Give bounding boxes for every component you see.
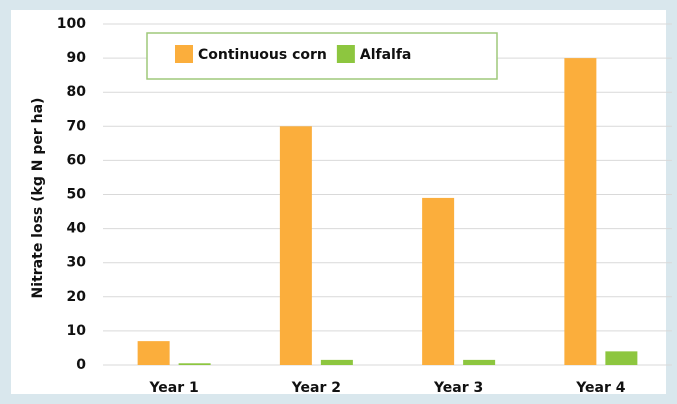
y-axis-label: Nitrate loss (kg N per ha) xyxy=(30,98,46,299)
legend-box xyxy=(146,32,498,80)
bar xyxy=(422,197,455,365)
y-tick-label: 90 xyxy=(67,50,87,66)
y-tick-label: 10 xyxy=(67,323,87,339)
bar xyxy=(463,359,496,365)
y-tick-label: 0 xyxy=(76,357,86,373)
y-tick-label: 80 xyxy=(67,84,87,100)
y-tick-label: 100 xyxy=(57,16,86,32)
x-tick-label: Year 3 xyxy=(433,380,483,396)
y-tick-label: 30 xyxy=(67,255,87,271)
y-tick-label: 50 xyxy=(67,187,87,203)
legend-label: Continuous corn xyxy=(198,47,327,63)
bar xyxy=(178,363,211,365)
legend-swatch xyxy=(336,45,355,63)
x-tick-label: Year 2 xyxy=(291,380,341,396)
legend-label: Alfalfa xyxy=(360,47,412,63)
y-tick-label: 20 xyxy=(67,289,87,305)
bar xyxy=(279,126,312,365)
x-tick-label: Year 1 xyxy=(148,380,198,396)
y-tick-label: 40 xyxy=(67,221,87,237)
y-tick-label: 60 xyxy=(67,152,87,168)
bar xyxy=(605,351,638,365)
bar xyxy=(564,58,597,365)
y-tick-label: 70 xyxy=(67,118,87,134)
x-tick-label: Year 4 xyxy=(575,380,626,396)
bar xyxy=(137,341,170,365)
bar xyxy=(320,359,353,365)
legend-swatch xyxy=(175,45,193,63)
